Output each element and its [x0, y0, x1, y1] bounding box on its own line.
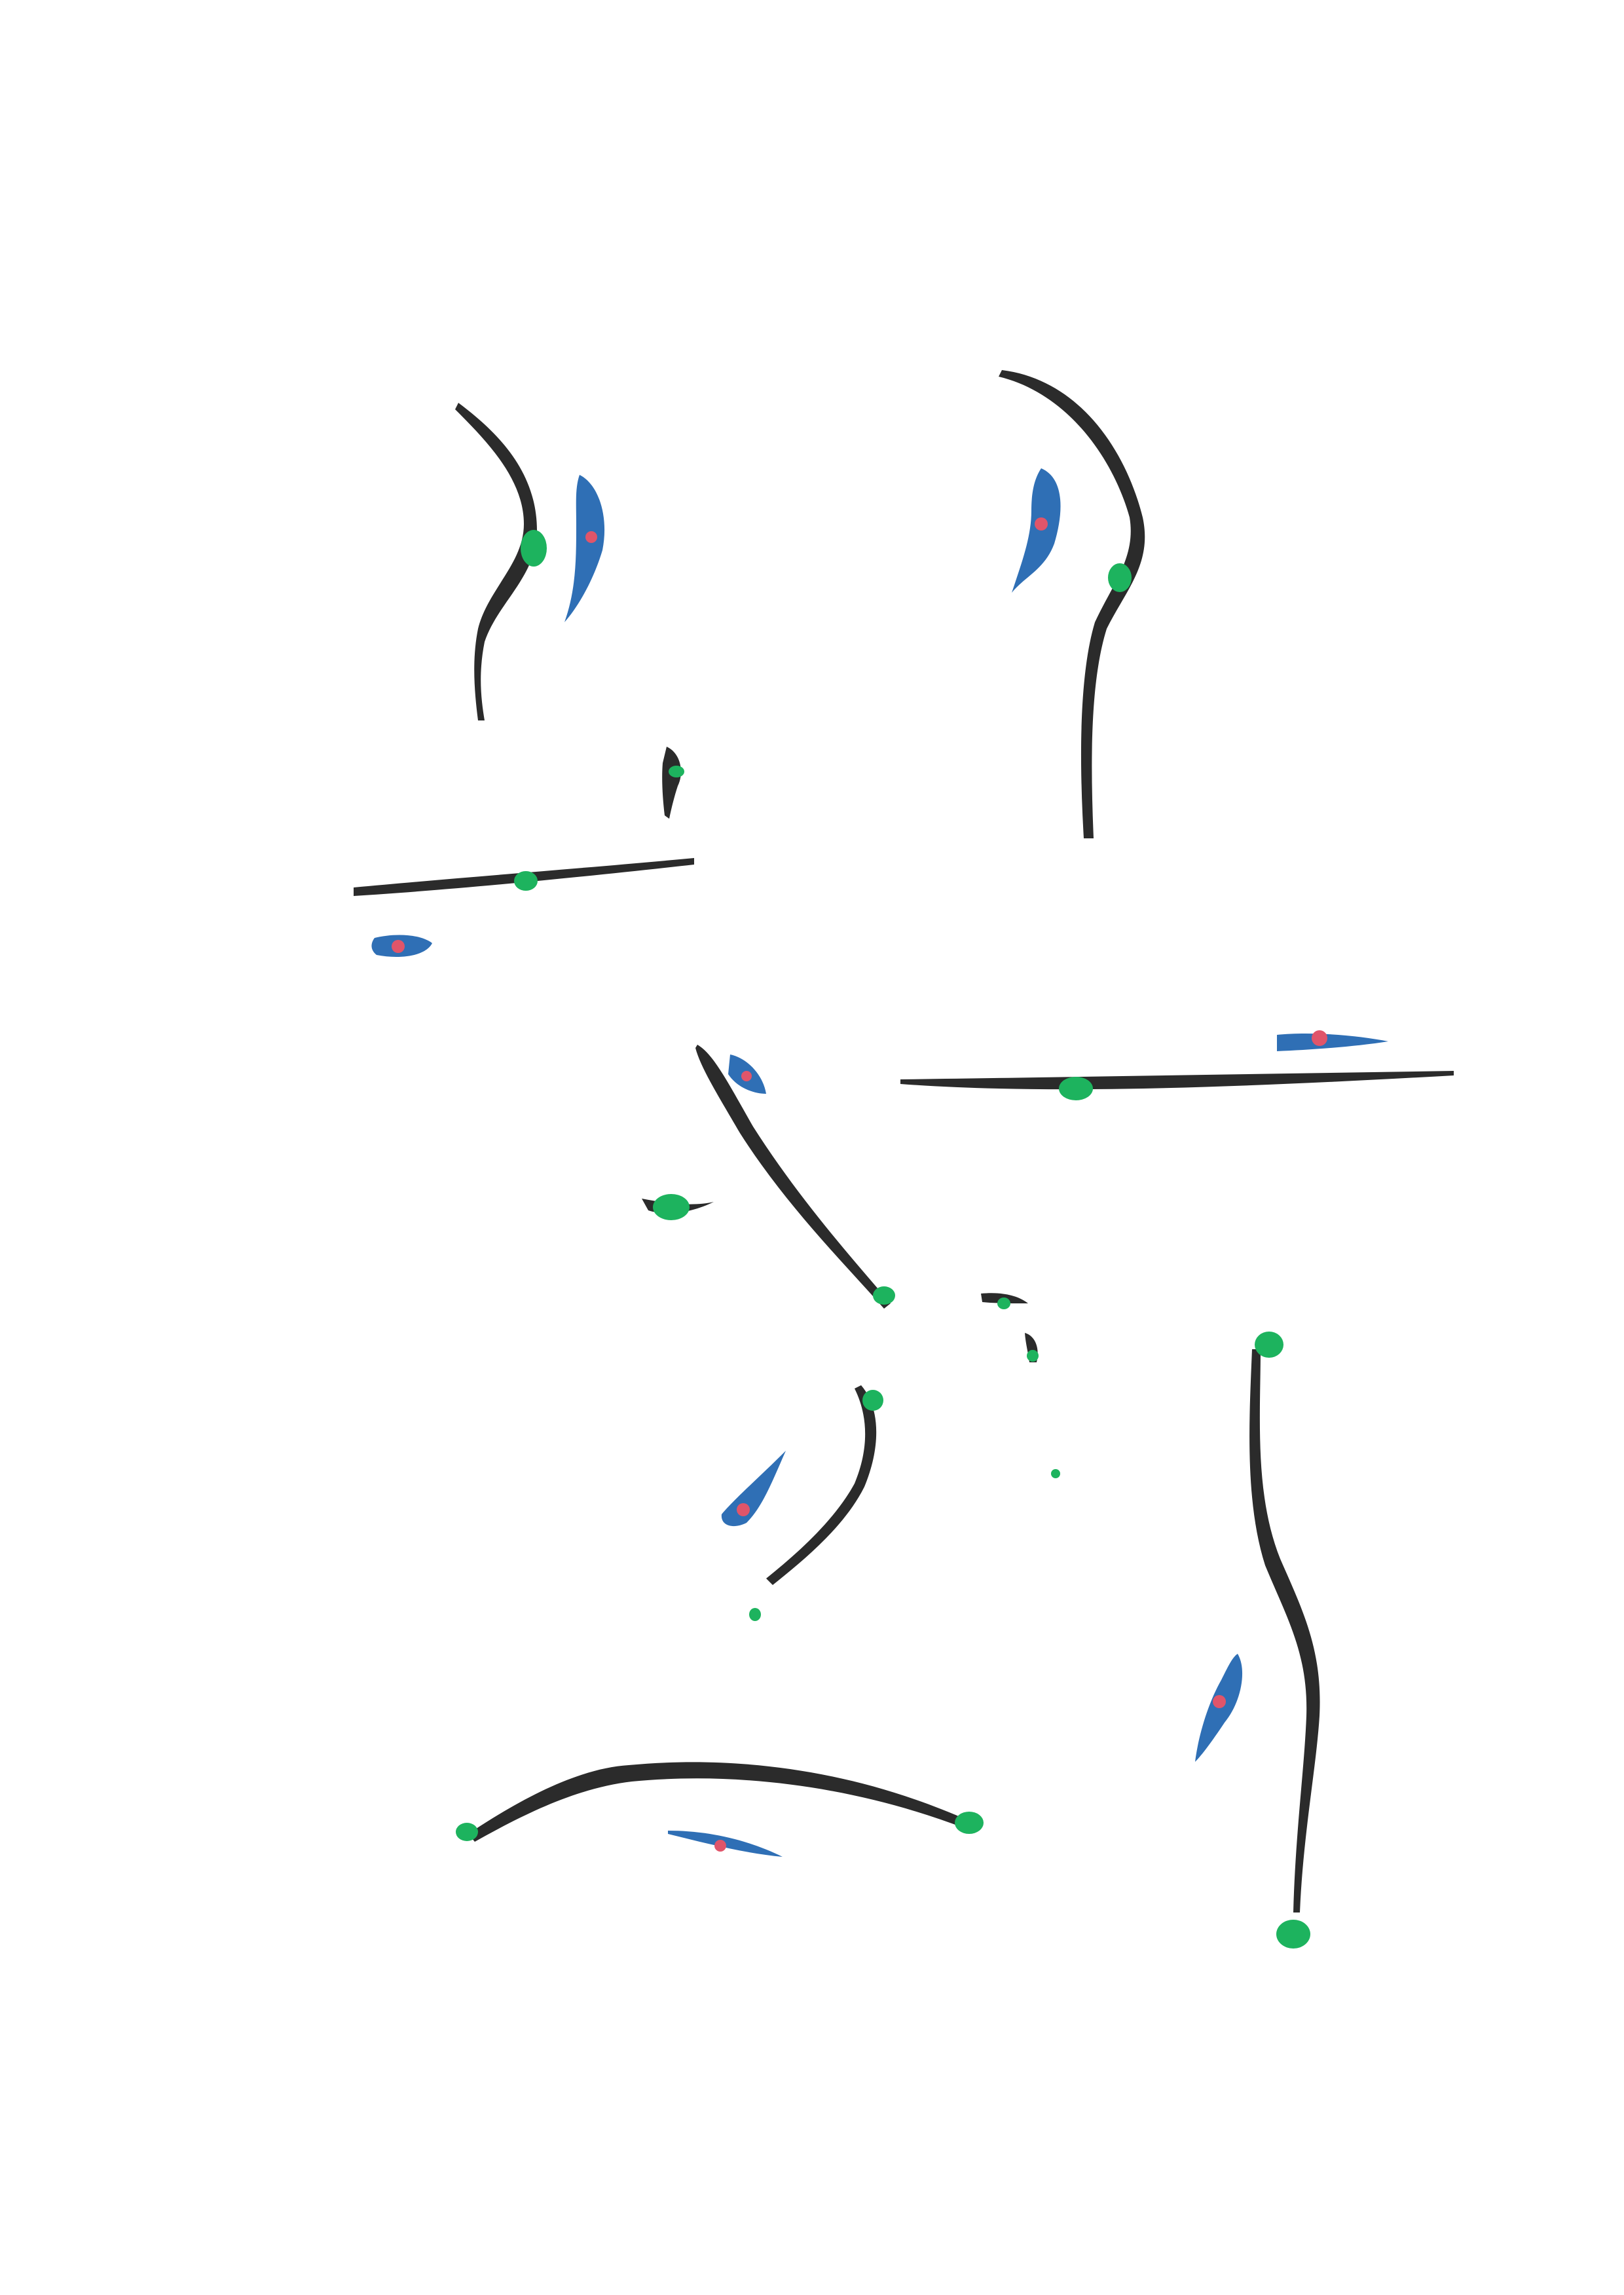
green-dot [749, 1608, 761, 1621]
green-dot [1051, 1469, 1060, 1478]
ink-stroke-vertical-right [1249, 1349, 1320, 1912]
green-dot [873, 1286, 895, 1305]
red-dot [741, 1071, 752, 1081]
green-dot [1059, 1077, 1093, 1100]
green-dot [456, 1823, 478, 1841]
green-dot [997, 1297, 1010, 1309]
green-dot [862, 1390, 883, 1411]
red-dot [714, 1840, 726, 1852]
green-dot [1108, 563, 1132, 592]
blue-mark-top-right-dash [1277, 1034, 1388, 1051]
green-dot [1276, 1920, 1310, 1949]
red-dot [1312, 1030, 1327, 1046]
green-dot [521, 530, 547, 567]
red-dot [1213, 1695, 1226, 1708]
blue-mark-upper-left [564, 475, 605, 622]
green-dot [653, 1194, 690, 1220]
green-dot [669, 766, 684, 777]
ink-stroke-bottom-arc [468, 1762, 969, 1842]
ink-stroke-upper-left-arc [455, 403, 537, 720]
ink-stroke-horizontal-right [900, 1071, 1454, 1090]
ink-stroke-small-top-center [662, 747, 681, 819]
red-dot [737, 1503, 750, 1516]
blue-mark-upper-right [1012, 468, 1061, 593]
red-dots [392, 517, 1327, 1852]
green-dot [1027, 1350, 1039, 1362]
green-dots [456, 530, 1310, 1949]
ink-stroke-diagonal-center [695, 1045, 891, 1309]
green-dot [1255, 1332, 1283, 1358]
green-dot [955, 1812, 984, 1834]
ink-stroke-upper-right-arc [999, 370, 1145, 838]
red-dot [392, 940, 405, 953]
red-dot [1035, 517, 1048, 531]
green-dot [514, 871, 538, 891]
red-dot [585, 531, 597, 543]
